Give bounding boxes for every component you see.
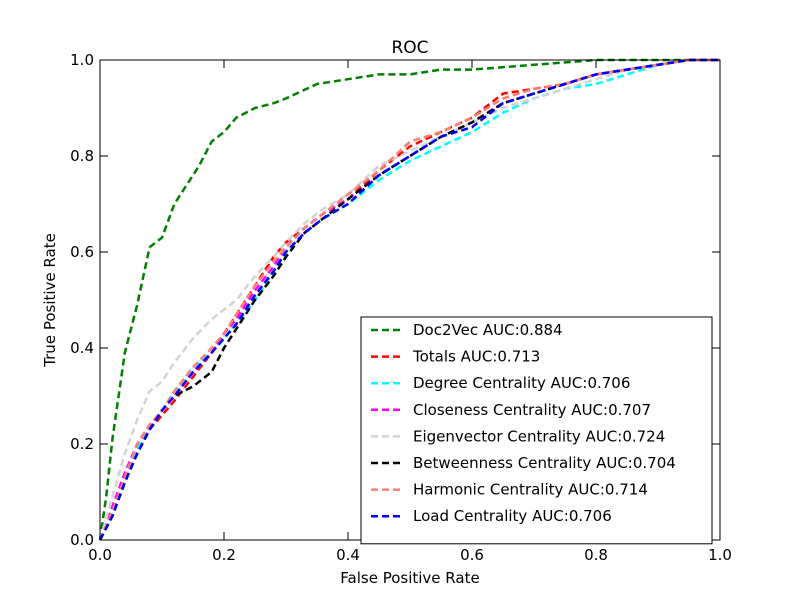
x-tick-label: 0.6 bbox=[460, 546, 484, 564]
x-tick-label: 0.4 bbox=[336, 546, 360, 564]
x-tick-label: 0.0 bbox=[88, 546, 112, 564]
legend-label-4: Eigenvector Centrality AUC:0.724 bbox=[413, 427, 665, 445]
series-line-4 bbox=[98, 58, 720, 541]
legend-label-7: Load Centrality AUC:0.706 bbox=[413, 507, 612, 525]
x-tick-label: 1.0 bbox=[708, 546, 732, 564]
y-tick-label: 0.0 bbox=[70, 531, 94, 549]
y-tick-label: 0.2 bbox=[70, 435, 94, 453]
legend-label-3: Closeness Centrality AUC:0.707 bbox=[413, 401, 651, 419]
y-tick-label: 0.8 bbox=[70, 147, 94, 165]
series-line-7 bbox=[98, 58, 720, 541]
y-tick-label: 0.4 bbox=[70, 339, 94, 357]
legend-label-2: Degree Centrality AUC:0.706 bbox=[413, 374, 630, 392]
legend-label-0: Doc2Vec AUC:0.884 bbox=[413, 321, 563, 339]
x-tick-label: 0.2 bbox=[212, 546, 236, 564]
legend-label-6: Harmonic Centrality AUC:0.714 bbox=[413, 481, 648, 499]
x-axis-label: False Positive Rate bbox=[340, 569, 479, 587]
chart-title: ROC bbox=[391, 38, 428, 58]
plot-lines bbox=[98, 58, 720, 541]
legend-label-5: Betweenness Centrality AUC:0.704 bbox=[413, 454, 676, 472]
x-tick-label: 0.8 bbox=[584, 546, 608, 564]
legend-box bbox=[360, 316, 713, 545]
axis-ticks: 0.0 0.2 0.4 0.6 0.8 1.0 0.0 0.2 0.4 0.6 0.8 1.0 bbox=[70, 51, 732, 564]
legend-label-1: Totals AUC:0.713 bbox=[412, 348, 540, 366]
y-axis-label: True Positive Rate bbox=[41, 233, 59, 368]
y-tick-label: 1.0 bbox=[70, 51, 94, 69]
legend: Doc2Vec AUC:0.884 Totals AUC:0.713 Degree … bbox=[360, 316, 713, 545]
y-tick-label: 0.6 bbox=[70, 243, 94, 261]
